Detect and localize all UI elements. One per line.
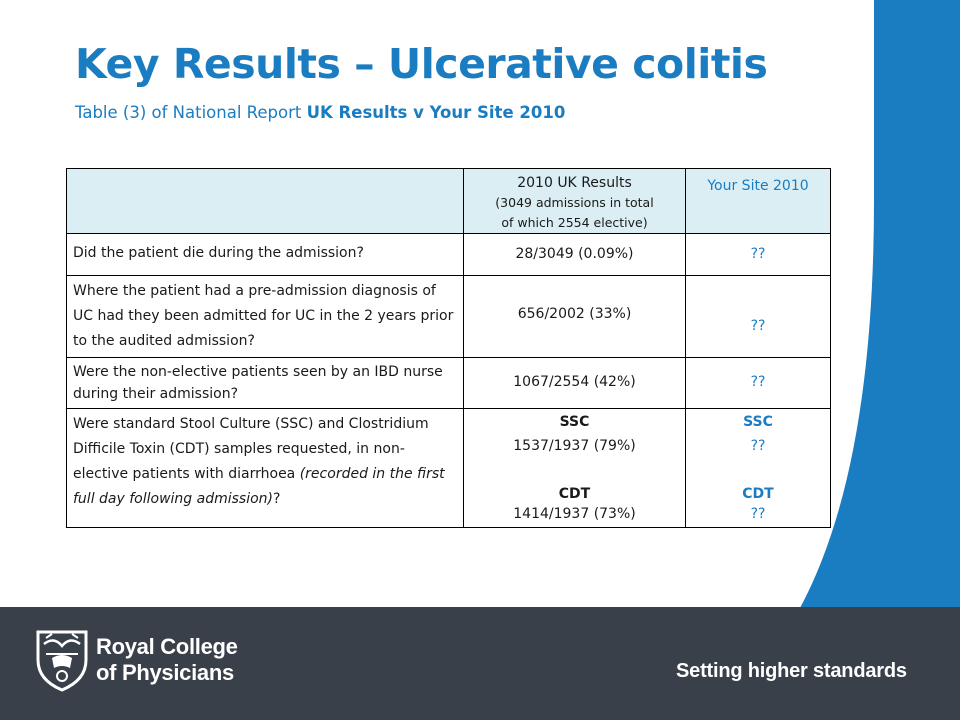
table-row: Were the non-elective patients seen by a… bbox=[66, 357, 831, 409]
header-uk-title: 2010 UK Results bbox=[517, 175, 632, 191]
uk-ssc-value: 1537/1937 (79%) bbox=[513, 438, 636, 454]
row-uk-value: 28/3049 (0.09%) bbox=[463, 233, 686, 276]
row-site-value: SSC ?? CDT ?? bbox=[685, 408, 831, 528]
header-uk-note-1: (3049 admissions in total bbox=[495, 195, 654, 210]
table-row-stool-samples: Were standard Stool Culture (SSC) and Cl… bbox=[66, 408, 831, 528]
stool-question-note: (recorded in the first full day followin… bbox=[73, 466, 445, 507]
header-uk-results: 2010 UK Results (3049 admissions in tota… bbox=[463, 168, 686, 234]
row-uk-value: 1067/2554 (42%) bbox=[463, 357, 686, 409]
stool-question-main: Were standard Stool Culture (SSC) and Cl… bbox=[73, 416, 429, 482]
table-header-row: 2010 UK Results (3049 admissions in tota… bbox=[66, 168, 831, 234]
header-uk-note-2: of which 2554 elective) bbox=[501, 215, 648, 230]
page-subtitle: Table (3) of National Report UK Results … bbox=[75, 103, 565, 122]
uk-cdt-value: 1414/1937 (73%) bbox=[513, 506, 636, 522]
college-logo-text: Royal College of Physicians bbox=[96, 634, 238, 686]
site-ssc-value: ?? bbox=[750, 438, 766, 454]
site-cdt-label: CDT bbox=[742, 486, 774, 502]
subtitle-report-ref: Table (3) of National Report bbox=[75, 103, 307, 122]
row-uk-value: 656/2002 (33%) bbox=[463, 275, 686, 358]
uk-cdt-label: CDT bbox=[558, 486, 591, 502]
row-question: Were standard Stool Culture (SSC) and Cl… bbox=[66, 408, 464, 528]
logo-line-2: of Physicians bbox=[96, 660, 234, 685]
header-empty-cell bbox=[66, 168, 464, 234]
site-ssc-label: SSC bbox=[743, 414, 773, 430]
page-title: Key Results – Ulcerative colitis bbox=[75, 40, 768, 88]
logo-line-1: Royal College bbox=[96, 634, 238, 659]
blue-accent-bar bbox=[800, 0, 960, 608]
subtitle-comparison: UK Results v Your Site 2010 bbox=[306, 103, 566, 122]
row-question: Did the patient die during the admission… bbox=[66, 233, 464, 276]
row-uk-value: SSC 1537/1937 (79%) CDT 1414/1937 (73%) bbox=[463, 408, 686, 528]
uk-ssc-label: SSC bbox=[559, 414, 590, 430]
row-site-value: ?? bbox=[685, 357, 831, 409]
row-question: Where the patient had a pre-admission di… bbox=[66, 275, 464, 358]
footer-tagline: Setting higher standards bbox=[676, 660, 907, 682]
stool-question-end: ? bbox=[273, 491, 281, 507]
row-question: Were the non-elective patients seen by a… bbox=[66, 357, 464, 409]
row-site-value: ?? bbox=[685, 275, 831, 358]
footer-bar bbox=[0, 607, 960, 720]
table-row: Did the patient die during the admission… bbox=[66, 233, 831, 276]
header-your-site: Your Site 2010 bbox=[685, 168, 831, 234]
college-crest-icon bbox=[36, 630, 88, 692]
results-table: 2010 UK Results (3049 admissions in tota… bbox=[66, 168, 831, 528]
site-cdt-value: ?? bbox=[750, 506, 766, 522]
row-site-value: ?? bbox=[685, 233, 831, 276]
table-row: Where the patient had a pre-admission di… bbox=[66, 275, 831, 358]
